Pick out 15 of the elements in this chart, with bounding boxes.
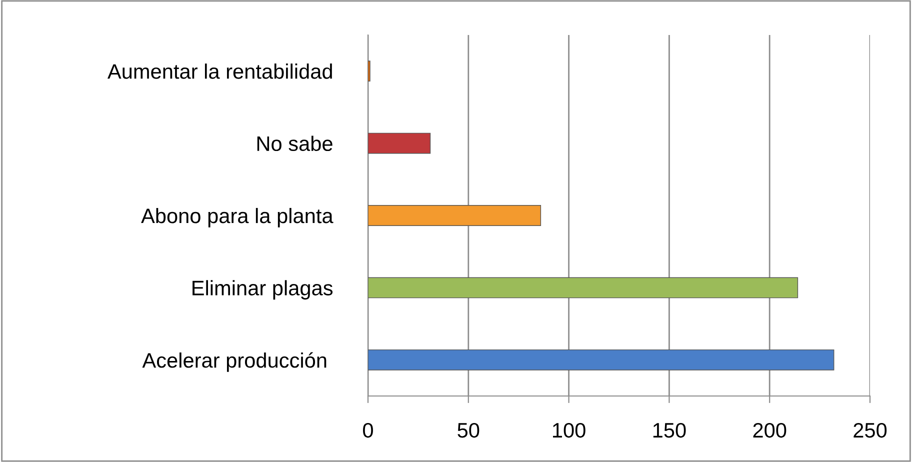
y-tick-label: No sabe: [257, 136, 332, 152]
bar: [368, 349, 834, 370]
x-tick-label: 250: [854, 422, 887, 438]
x-tick-label: 200: [753, 422, 786, 438]
y-tick-label: Aumentar la rentabilidad: [108, 64, 332, 79]
x-tick-label: 150: [653, 422, 686, 438]
y-tick-label: Acelerar producción: [142, 352, 326, 372]
y-tick-label: Eliminar plagas: [192, 280, 333, 300]
x-tick-label: 100: [553, 422, 586, 438]
bar: [368, 132, 431, 154]
x-tick-label: 50: [458, 422, 480, 438]
bar: [368, 277, 798, 298]
bar: [368, 205, 542, 226]
x-tick-label: 0: [363, 422, 373, 438]
y-tick-label: Abono para la planta: [141, 208, 334, 228]
